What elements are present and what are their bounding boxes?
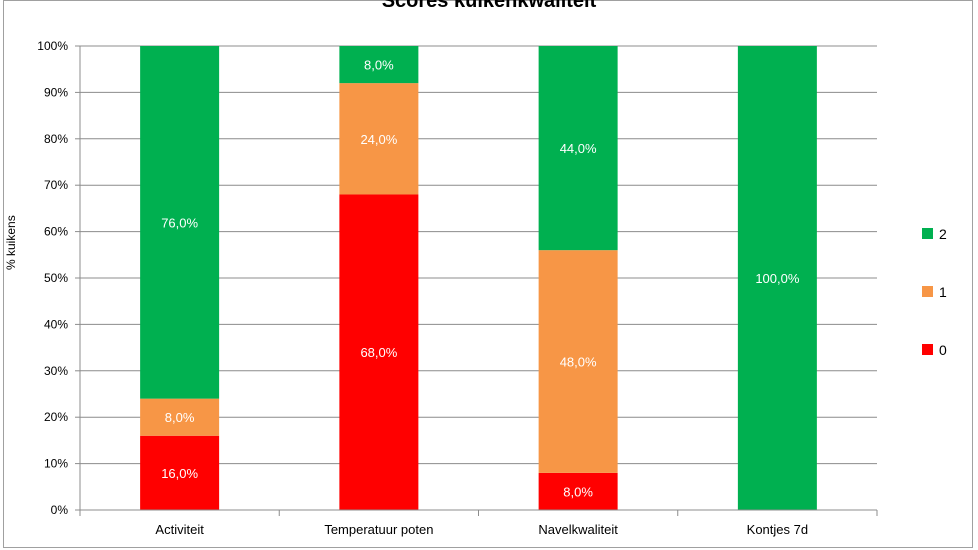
data-label: 68,0% [360,345,397,360]
bar-segment-0 [140,435,220,510]
bar-segment-1 [140,398,220,436]
data-label: 8,0% [165,410,195,425]
y-tick-label: 40% [44,317,68,331]
data-label: 44,0% [560,141,597,156]
data-label: 76,0% [161,215,198,230]
y-tick-label: 30% [44,364,68,378]
bar-segment-2 [538,46,618,251]
bars: 16,0% 8,0% 76,0% 68,0% 24,0% 8,0% 8,0% 48,0% 44,… [140,46,817,511]
y-tick-label: 100% [37,39,68,53]
legend-label: 1 [939,284,947,300]
data-label: 48,0% [560,355,597,370]
bar-segment-0 [339,194,419,511]
bar-segment-2 [140,46,220,399]
legend-swatch-0 [922,344,933,355]
data-label: 8,0% [364,58,394,73]
bar-segment-2 [737,46,817,510]
bar-segment-0 [538,472,618,510]
y-tick-label: 90% [44,85,68,99]
legend: 2 1 0 [922,226,947,358]
x-tick-label: Navelkwaliteit [538,522,618,537]
bar-segment-1 [538,250,618,473]
x-tick-label: Temperatuur poten [324,522,433,537]
axes: 0% 10% 20% 30% 40% 50% 60% 70% 80% 90% 100% Activit… [37,39,878,537]
bar-segment-1 [339,83,419,195]
y-tick-label: 50% [44,271,68,285]
chart-frame [3,0,973,548]
data-label: 100,0% [755,271,800,286]
data-label: 24,0% [360,132,397,147]
legend-label: 2 [939,226,947,242]
data-label: 8,0% [563,484,593,499]
chart-title: Scores kuikenkwaliteit [381,0,597,12]
y-tick-label: 20% [44,410,68,424]
y-tick-label: 0% [51,503,69,517]
x-tick-label: Activiteit [155,522,204,537]
legend-label: 0 [939,342,947,358]
y-tick-label: 80% [44,132,68,146]
y-tick-label: 70% [44,178,68,192]
x-tick-label: Kontjes 7d [747,522,808,537]
legend-swatch-2 [922,228,933,239]
data-label: 16,0% [161,466,198,481]
legend-swatch-1 [922,286,933,297]
y-tick-label: 10% [44,457,68,471]
y-tick-label: 60% [44,225,68,239]
bar-segment-2 [339,46,419,84]
